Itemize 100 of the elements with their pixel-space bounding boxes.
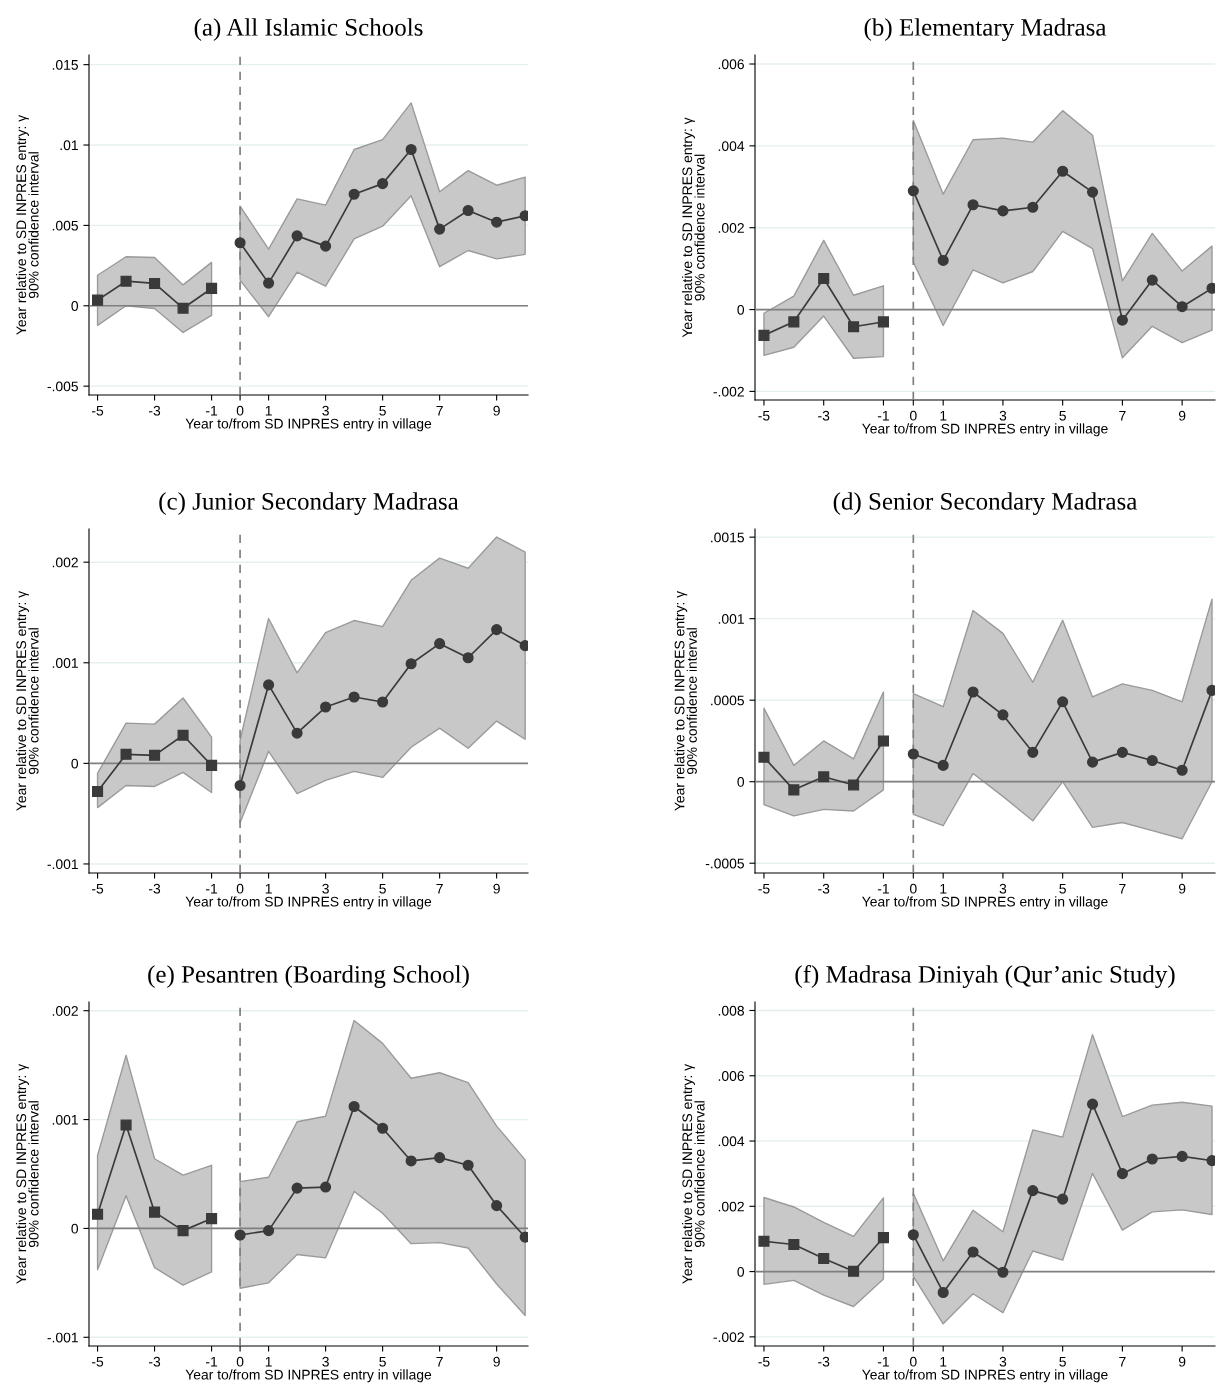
x-tick-label: 7: [436, 405, 443, 416]
x-tick-label: -5: [91, 405, 104, 416]
point: [1146, 274, 1158, 286]
chart-title: (d) Senior Secondary Madrasa: [833, 492, 1138, 515]
x-tick-label: 7: [1119, 410, 1126, 421]
point: [1116, 1168, 1128, 1180]
point: [907, 1229, 919, 1241]
y-tick-label: -.005: [47, 381, 78, 392]
y-axis-title: Year relative to SD INPRES entry: γ 90% confidence interval: [15, 1063, 39, 1284]
y-tick-label: .001: [52, 1114, 78, 1125]
y-tick-label: .004: [718, 141, 745, 152]
y-tick-label: 0: [737, 777, 745, 787]
point: [967, 1246, 979, 1258]
x-tick-label: 9: [493, 405, 500, 416]
point: [206, 1213, 218, 1225]
point: [907, 185, 919, 197]
x-tick-label: -1: [206, 405, 218, 416]
point: [234, 1229, 246, 1241]
point: [758, 329, 770, 341]
x-tick-label: -5: [758, 410, 770, 421]
y-tick-label: .01: [60, 140, 78, 151]
point: [758, 1235, 770, 1247]
point: [1146, 1153, 1158, 1165]
point: [120, 275, 132, 287]
point: [120, 748, 132, 760]
x-tick-label: 5: [1059, 1356, 1066, 1367]
x-tick-label: 1: [940, 1356, 947, 1367]
x-tick-label: 1: [265, 405, 272, 416]
point: [291, 230, 303, 242]
point: [91, 785, 104, 798]
x-tick-label: -5: [758, 883, 770, 894]
point: [1057, 1193, 1069, 1205]
x-tick-label: 1: [940, 410, 947, 421]
x-tick-label: 1: [940, 883, 947, 894]
y-tick-label: .001: [52, 658, 78, 668]
point: [177, 729, 189, 741]
y-tick-label: .002: [718, 1201, 744, 1212]
point: [788, 316, 800, 328]
point: [967, 199, 979, 211]
point: [1027, 1185, 1039, 1197]
x-tick-label: -1: [877, 883, 889, 894]
x-tick-label: 7: [1119, 883, 1126, 894]
x-axis-title: Year to/from SD INPRES entry in village: [185, 1369, 432, 1383]
point: [434, 638, 446, 650]
x-tick-label: 0: [236, 1356, 244, 1367]
point: [1176, 301, 1188, 313]
y-axis-title: Year relative to SD INPRES entry: γ 90% confidence interval: [674, 590, 697, 811]
x-tick-label: -3: [818, 410, 830, 421]
y-tick-label: 0: [71, 301, 79, 311]
chart-title: (f) Madrasa Diniyah (Qur’anic Study): [795, 964, 1175, 988]
x-tick-label: -5: [758, 1356, 770, 1367]
point: [877, 1232, 889, 1244]
point: [907, 748, 919, 760]
point: [462, 204, 474, 217]
x-tick-label: -3: [149, 405, 161, 416]
point: [149, 1206, 161, 1218]
point: [206, 759, 218, 771]
x-tick-label: 3: [999, 410, 1007, 421]
point: [291, 727, 303, 739]
point: [818, 272, 830, 285]
x-tick-label: 3: [999, 1356, 1007, 1367]
y-tick-label: -.001: [47, 1332, 78, 1343]
x-tick-label: 5: [379, 883, 386, 894]
y-tick-label: .0015: [711, 532, 744, 543]
x-tick-label: 3: [322, 883, 329, 894]
point: [377, 1122, 389, 1134]
y-tick-label: .006: [718, 1071, 744, 1081]
y-tick-label: -.002: [713, 386, 744, 397]
point: [1057, 696, 1069, 708]
y-tick-label: .015: [52, 59, 78, 70]
y-tick-label: 0: [737, 304, 745, 315]
point: [291, 1182, 303, 1194]
point: [348, 1100, 360, 1113]
point: [997, 205, 1009, 217]
point: [937, 759, 949, 771]
point: [120, 1119, 132, 1131]
point: [91, 294, 104, 306]
x-tick-label: -1: [877, 1356, 889, 1367]
y-axis-title: Year relative to SD INPRES entry: γ 90% confidence interval: [15, 114, 39, 335]
point: [1027, 746, 1039, 758]
point: [405, 143, 417, 156]
point: [377, 178, 389, 190]
point: [997, 1266, 1009, 1278]
chart-title: (c) Junior Secondary Madrasa: [159, 492, 459, 515]
point: [1086, 1098, 1099, 1110]
point: [434, 223, 446, 235]
point: [848, 1265, 860, 1277]
point: [818, 771, 830, 783]
point: [937, 254, 949, 267]
x-tick-label: 9: [493, 1356, 500, 1367]
x-tick-label: 9: [1178, 410, 1186, 421]
y-tick-label: 0: [71, 1223, 79, 1234]
x-tick-label: -3: [818, 883, 830, 894]
y-axis-title: Year relative to SD INPRES entry: γ 90% confidence interval: [681, 1063, 705, 1284]
x-tick-label: -3: [818, 1356, 830, 1367]
point: [1086, 186, 1099, 198]
point: [263, 1225, 275, 1237]
y-tick-label: -.001: [47, 859, 78, 870]
y-tick-label: .001: [718, 614, 744, 624]
point: [377, 696, 389, 708]
